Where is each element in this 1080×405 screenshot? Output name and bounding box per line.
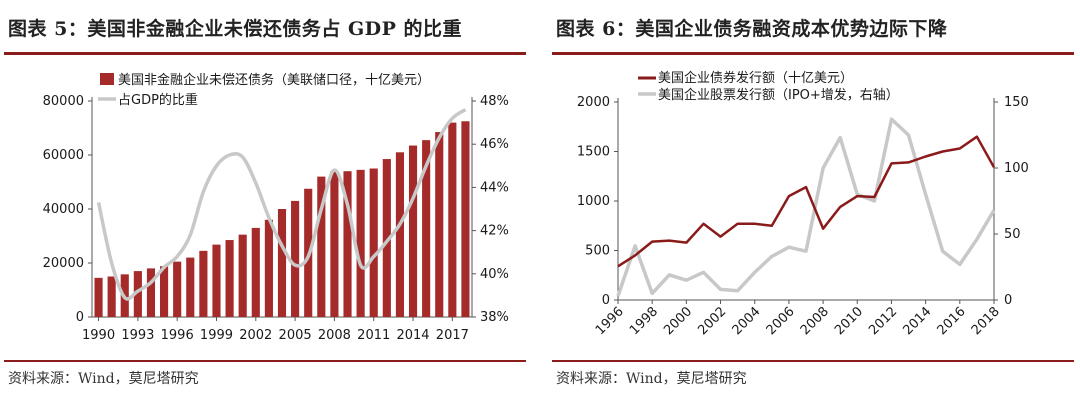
x-tick-label: 2011 <box>357 328 390 343</box>
bar <box>317 176 326 317</box>
bar <box>225 240 234 317</box>
y-tick-label-right: 42% <box>480 224 509 239</box>
bar <box>435 132 444 317</box>
legend-swatch-bars <box>100 73 114 85</box>
bar <box>238 234 247 317</box>
bar <box>356 169 365 317</box>
legend-label-line: 占GDP的比重 <box>118 92 198 108</box>
bar <box>146 268 156 317</box>
y-tick-label-left: 2000 <box>577 95 610 110</box>
bar <box>369 168 378 317</box>
y-tick-label-right: 50 <box>1004 227 1021 242</box>
chart-panel-right: 图表 6：美国企业债务融资成本优势边际下降 0 500 1000 1500 2000 0 5… <box>552 0 1080 405</box>
y-tick-label-right: 44% <box>480 180 509 195</box>
bar <box>277 209 287 317</box>
footer-rule-left <box>4 360 526 362</box>
series-line-gdp-share <box>96 108 467 301</box>
x-tick-label: 2010 <box>832 304 866 338</box>
x-tick-label: 2008 <box>318 328 351 343</box>
y-tick-label-left: 60000 <box>43 148 84 163</box>
bar <box>448 122 457 317</box>
y-tick-label-left: 80000 <box>43 94 84 109</box>
y-tick-label-right: 38% <box>480 310 509 325</box>
bar <box>199 250 208 317</box>
chart-panel-left: 图表 5：美国非金融企业未偿还债务占 GDP 的比重 0 20000 40000 60… <box>4 0 532 405</box>
series-line-bond-issuance <box>617 135 996 268</box>
x-tick-label: 2006 <box>764 304 798 338</box>
bar <box>160 266 169 317</box>
series-line-equity-issuance <box>616 117 996 297</box>
y-tick-label-right: 46% <box>480 137 509 152</box>
bar <box>408 145 418 317</box>
bar <box>395 152 404 317</box>
y-tick-label-left: 0 <box>602 293 610 308</box>
bar <box>343 171 352 317</box>
title-rule-left <box>4 52 526 55</box>
x-tick-label: 1996 <box>161 328 194 343</box>
legend-label-bars: 美国非金融企业未偿还债务（美联储口径，十亿美元） <box>118 72 430 88</box>
x-tick-label: 2014 <box>900 304 934 338</box>
x-tick-label: 2005 <box>279 328 312 343</box>
bar <box>251 227 260 317</box>
x-tick-label: 1998 <box>627 304 661 338</box>
bar <box>461 121 470 317</box>
bar <box>94 277 103 317</box>
footer-rule-right <box>552 360 1074 362</box>
y-tick-label-left: 40000 <box>43 202 84 217</box>
x-tick-label: 2008 <box>798 304 832 338</box>
x-tick-label: 2004 <box>730 304 764 338</box>
x-tick-label: 1993 <box>121 328 154 343</box>
bar <box>382 159 391 317</box>
y-tick-label-right: 150 <box>1004 95 1029 110</box>
bar <box>264 219 273 317</box>
source-note-left: 资料来源：Wind，莫尼塔研究 <box>8 371 199 387</box>
bar <box>212 244 221 317</box>
y-tick-label-left: 20000 <box>43 256 84 271</box>
x-tick-label: 1990 <box>82 328 115 343</box>
x-tick-label: 2002 <box>239 328 272 343</box>
x-tick-label: 2002 <box>695 304 729 338</box>
x-tick-label: 2016 <box>935 304 969 338</box>
x-tick-label: 2012 <box>866 304 900 338</box>
y-tick-label-right: 48% <box>480 94 509 109</box>
bar <box>422 140 431 317</box>
bar <box>186 257 195 317</box>
x-tick-label: 2017 <box>436 328 469 343</box>
y-tick-label-left: 1000 <box>577 194 610 209</box>
y-tick-label-right: 40% <box>480 267 509 282</box>
legend-label-bonds: 美国企业债券发行额（十亿美元） <box>658 70 853 86</box>
y-tick-label-right: 100 <box>1004 161 1029 176</box>
y-tick-label-left: 0 <box>76 310 84 325</box>
chart-title-right: 图表 6：美国企业债务融资成本优势边际下降 <box>556 18 948 40</box>
y-tick-label-left: 1500 <box>577 145 610 160</box>
source-note-right: 资料来源：Wind，莫尼塔研究 <box>556 371 747 387</box>
bar <box>107 276 116 317</box>
legend-label-equity: 美国企业股票发行额（IPO+增发，右轴） <box>658 87 899 103</box>
bar <box>291 200 300 317</box>
x-tick-label: 2014 <box>396 328 429 343</box>
chart-title-left: 图表 5：美国非金融企业未偿还债务占 GDP 的比重 <box>8 18 463 40</box>
bar <box>173 261 182 317</box>
y-tick-label-left: 500 <box>585 244 610 259</box>
title-rule-right <box>552 52 1074 55</box>
chart-left-svg: 0 20000 40000 60000 80000 38% 40% 42% 44% 46% 48% 1… <box>43 72 509 343</box>
x-tick-label: 2000 <box>661 304 695 338</box>
bar <box>330 171 339 317</box>
y-tick-label-right: 0 <box>1004 293 1012 308</box>
x-tick-label: 1999 <box>200 328 233 343</box>
bar <box>133 271 142 317</box>
x-tick-label: 2018 <box>969 304 1003 338</box>
x-tick-label: 1996 <box>593 304 627 338</box>
